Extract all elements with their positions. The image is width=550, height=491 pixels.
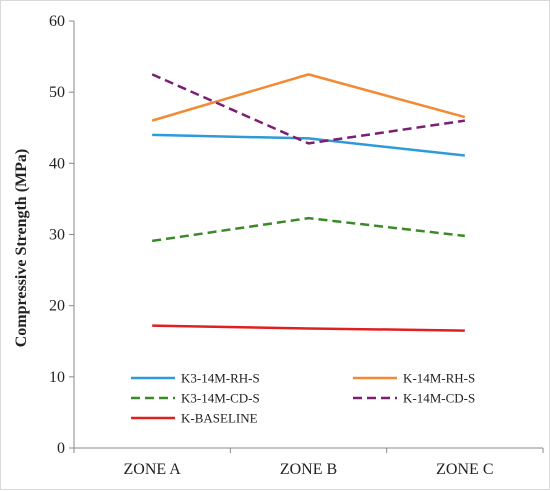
y-tick-label: 50 [49,84,65,101]
y-axis-ticks: 0 10 20 30 40 50 60 [49,13,74,457]
series-line-k-14m-cd-s [151,73,466,145]
y-tick-label: 40 [49,155,65,172]
legend-label: K-BASELINE [181,411,258,426]
series-line-k3-14m-cd-s [151,216,465,243]
y-tick-label: 60 [49,13,65,30]
legend-label: K3-14M-RH-S [181,371,260,386]
x-tick-label: ZONE A [124,461,182,478]
y-axis-title: Compressive Strength (MPa) [13,149,30,348]
series-lines [151,73,466,332]
legend: K3-14M-RH-S K-14M-RH-S K3-14M-CD-S K-14M-CD… [131,371,475,426]
series-line-k-baseline [152,324,465,332]
y-tick-label: 20 [49,298,65,315]
y-tick-label: 0 [57,440,65,457]
x-tick-label: ZONE C [436,461,493,478]
legend-label: K3-14M-CD-S [181,391,260,406]
x-axis-ticks: ZONE A ZONE B ZONE C [73,448,544,478]
y-tick-label: 30 [49,227,65,244]
x-tick-label: ZONE B [280,461,337,478]
y-tick-label: 10 [49,369,65,386]
series-line-k-14m-rh-s [151,73,466,122]
legend-label: K-14M-RH-S [403,371,475,386]
legend-label: K-14M-CD-S [403,391,475,406]
series-line-k3-14m-rh-s [152,133,465,157]
